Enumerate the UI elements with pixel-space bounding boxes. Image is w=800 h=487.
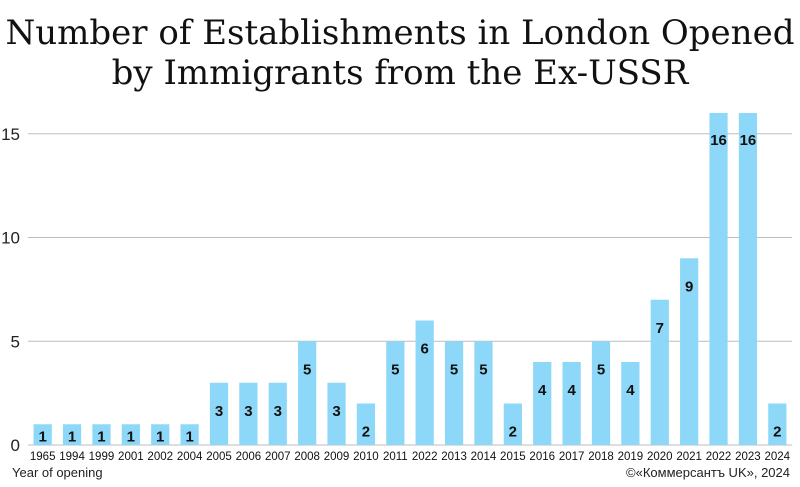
x-tick-label: 2021 bbox=[676, 451, 702, 463]
data-label: 5 bbox=[479, 361, 487, 378]
bar bbox=[650, 299, 669, 445]
data-label: 3 bbox=[332, 403, 340, 420]
y-tick-label: 10 bbox=[1, 229, 20, 248]
data-label: 3 bbox=[244, 403, 252, 420]
x-tick-label: 2005 bbox=[206, 451, 232, 463]
x-tick-label: 2015 bbox=[500, 451, 526, 463]
x-tick-label: 2022 bbox=[706, 451, 732, 463]
bar bbox=[298, 341, 317, 445]
x-tick-label: 2001 bbox=[118, 451, 144, 463]
bar bbox=[444, 341, 464, 445]
bar bbox=[591, 341, 611, 445]
bar bbox=[503, 403, 522, 445]
x-tick-label: 2022 bbox=[412, 451, 438, 463]
chart-title-line-1: Number of Establishments in London Opene… bbox=[6, 13, 795, 53]
bar bbox=[327, 382, 346, 445]
bar bbox=[209, 382, 229, 445]
bar bbox=[268, 382, 287, 445]
x-tick-label: 1965 bbox=[30, 451, 56, 463]
x-tick-label: 2016 bbox=[529, 451, 555, 463]
bar bbox=[121, 424, 140, 445]
y-tick-label: 15 bbox=[1, 125, 20, 144]
x-tick-label: 2018 bbox=[588, 451, 614, 463]
data-label: 5 bbox=[597, 361, 605, 378]
data-label: 5 bbox=[303, 361, 311, 378]
data-label: 1 bbox=[156, 428, 164, 445]
data-label: 2 bbox=[773, 424, 781, 441]
x-tick-label: 2019 bbox=[618, 451, 644, 463]
data-labels: 1 1 1 1 1 1 3 3 3 5 3 2 5 6 5 5 2 4 4 5 4 7 9 16 16 2 bbox=[39, 132, 782, 445]
x-tick-label: 2010 bbox=[353, 451, 379, 463]
chart-title-line-2: by Immigrants from the Ex-USSR bbox=[112, 53, 690, 93]
x-tick-label: 2024 bbox=[765, 451, 791, 463]
bar bbox=[680, 258, 699, 445]
data-label: 4 bbox=[538, 382, 547, 399]
bar bbox=[562, 362, 581, 445]
y-tick-label: 0 bbox=[11, 436, 20, 455]
data-label: 7 bbox=[656, 320, 664, 337]
x-tick-label: 2006 bbox=[236, 451, 262, 463]
x-tick-label: 2011 bbox=[383, 451, 408, 463]
x-tick-label: 2009 bbox=[324, 451, 350, 463]
data-label: 4 bbox=[626, 382, 635, 399]
y-tick-label: 5 bbox=[11, 332, 20, 351]
x-axis-ticks: 1965 1994 1999 2001 2002 2004 2005 2006 2007 2008… bbox=[30, 451, 791, 463]
data-label: 16 bbox=[710, 132, 727, 149]
bar bbox=[415, 320, 434, 445]
bar bbox=[533, 362, 552, 445]
x-tick-label: 2004 bbox=[177, 451, 203, 463]
x-axis-label: Year of opening bbox=[12, 465, 103, 480]
data-label: 16 bbox=[740, 132, 757, 149]
source-credit: ©«Коммерсантъ UK», 2024 bbox=[626, 465, 790, 480]
data-label: 4 bbox=[567, 382, 576, 399]
bar bbox=[621, 362, 640, 445]
x-tick-label: 2013 bbox=[441, 451, 467, 463]
x-tick-label: 1994 bbox=[59, 451, 85, 463]
bar bbox=[33, 424, 52, 445]
gridlines bbox=[28, 133, 792, 446]
x-tick-label: 2023 bbox=[735, 451, 761, 463]
data-label: 1 bbox=[185, 428, 193, 445]
data-label: 1 bbox=[39, 428, 47, 445]
data-label: 5 bbox=[450, 361, 458, 378]
data-label: 3 bbox=[215, 403, 223, 420]
data-label: 2 bbox=[362, 424, 370, 441]
data-label: 9 bbox=[685, 278, 693, 295]
bar bbox=[356, 403, 376, 445]
bar bbox=[180, 424, 199, 445]
bar bbox=[738, 113, 758, 445]
x-tick-label: 2014 bbox=[471, 451, 497, 463]
bar bbox=[151, 424, 170, 445]
data-label: 1 bbox=[127, 428, 135, 445]
data-label: 1 bbox=[68, 428, 76, 445]
x-tick-label: 2007 bbox=[265, 451, 291, 463]
data-label: 5 bbox=[391, 361, 399, 378]
bar bbox=[239, 382, 258, 445]
bar bbox=[709, 113, 728, 445]
bar bbox=[474, 341, 493, 445]
x-tick-label: 2008 bbox=[294, 451, 320, 463]
bar bbox=[768, 403, 787, 445]
bar bbox=[92, 424, 111, 445]
y-axis-ticks: 0 5 10 15 bbox=[1, 125, 20, 455]
x-tick-label: 2002 bbox=[147, 451, 173, 463]
bar bbox=[62, 424, 82, 445]
bar bbox=[386, 341, 405, 445]
x-tick-label: 1999 bbox=[89, 451, 115, 463]
data-label: 2 bbox=[509, 424, 517, 441]
bars bbox=[33, 113, 787, 445]
x-tick-label: 2020 bbox=[647, 451, 673, 463]
data-label: 1 bbox=[97, 428, 105, 445]
data-label: 6 bbox=[421, 341, 429, 358]
x-tick-label: 2017 bbox=[559, 451, 585, 463]
data-label: 3 bbox=[274, 403, 282, 420]
